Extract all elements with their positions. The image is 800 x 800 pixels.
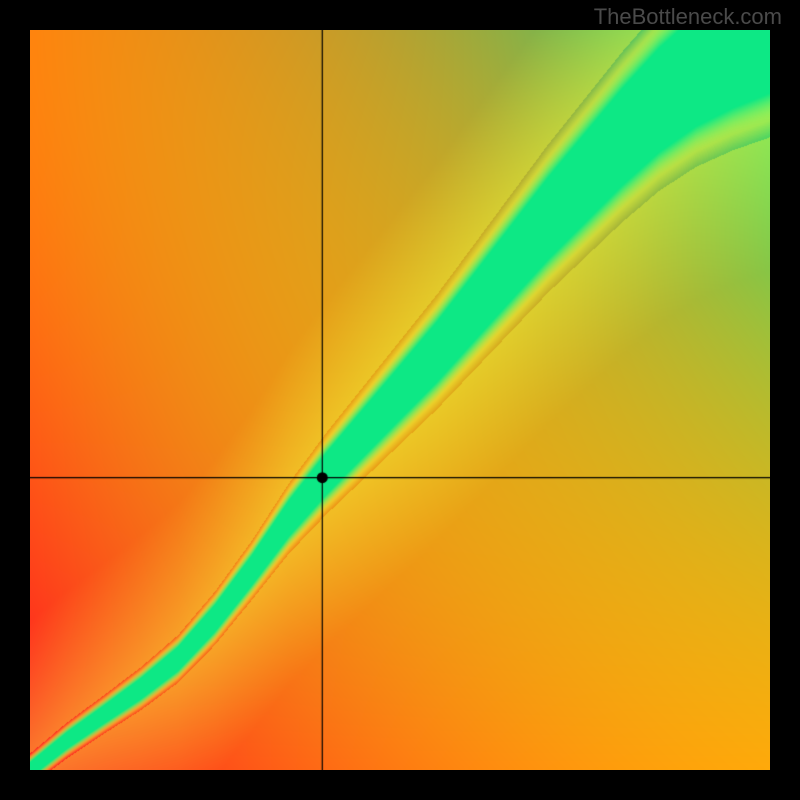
plot-area bbox=[30, 30, 770, 770]
chart-frame: TheBottleneck.com bbox=[0, 0, 800, 800]
watermark-text: TheBottleneck.com bbox=[594, 4, 782, 30]
heatmap-canvas bbox=[30, 30, 770, 770]
